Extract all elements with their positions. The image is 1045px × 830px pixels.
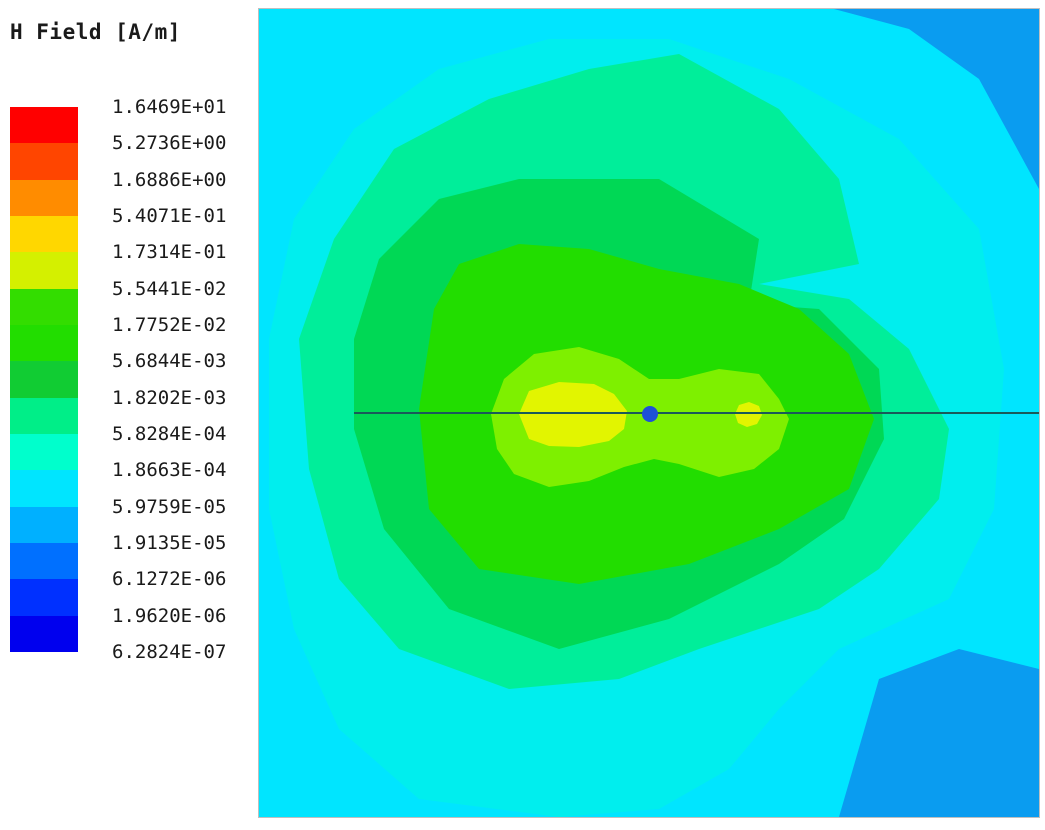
colorbar-swatch	[10, 252, 78, 289]
contour-outer-corner-bottom-right	[839, 649, 1039, 817]
contour-yellow-green	[491, 347, 789, 487]
colorbar-tick-label: 1.8202E-03	[112, 387, 227, 409]
colorbar-swatch	[10, 361, 78, 398]
colorbar-swatch	[10, 324, 78, 362]
colorbar-swatch	[10, 143, 78, 180]
colorbar-swatch	[10, 615, 78, 652]
colorbar-swatch	[10, 397, 78, 434]
colorbar-tick-label: 5.4071E-01	[112, 205, 227, 227]
colorbar-swatch	[10, 579, 78, 616]
colorbar-tick-label: 5.6844E-03	[112, 350, 227, 372]
colorbar-swatch	[10, 433, 78, 471]
colorbar-tick-label: 1.6886E+00	[112, 169, 227, 191]
colorbar-tick-label: 5.8284E-04	[112, 423, 227, 445]
colorbar-title: H Field [A/m]	[10, 20, 181, 44]
colorbar-swatch	[10, 107, 78, 144]
source-marker	[642, 406, 658, 422]
contour-yellow-left	[519, 382, 627, 447]
colorbar-swatch	[10, 179, 78, 216]
field-contour-plot	[258, 8, 1040, 818]
colorbar-tick-label: 1.8663E-04	[112, 459, 227, 481]
colorbar-tick-label: 5.9759E-05	[112, 496, 227, 518]
colorbar-tick-label: 1.6469E+01	[112, 96, 227, 118]
colorbar-tick-label: 1.9135E-05	[112, 532, 227, 554]
colorbar-tick-label: 1.9620E-06	[112, 605, 227, 627]
colorbar-tick-label: 1.7314E-01	[112, 241, 227, 263]
contour-outer-corner-top-right	[834, 9, 1039, 189]
colorbar-tick-label: 6.2824E-07	[112, 641, 227, 663]
colorbar-tick-label: 5.5441E-02	[112, 278, 227, 300]
colorbar-tick-label: 5.2736E+00	[112, 132, 227, 154]
colorbar-swatch	[10, 542, 78, 580]
colorbar-swatch	[10, 470, 78, 507]
colorbar-tick-label: 1.7752E-02	[112, 314, 227, 336]
colorbar-tick-label: 6.1272E-06	[112, 568, 227, 590]
colorbar-swatch	[10, 215, 78, 253]
colorbar-swatch	[10, 506, 78, 543]
contour-svg	[259, 9, 1039, 817]
contour-yellow-right	[735, 402, 762, 427]
colorbar-swatch	[10, 288, 78, 325]
colorbar	[10, 107, 78, 652]
